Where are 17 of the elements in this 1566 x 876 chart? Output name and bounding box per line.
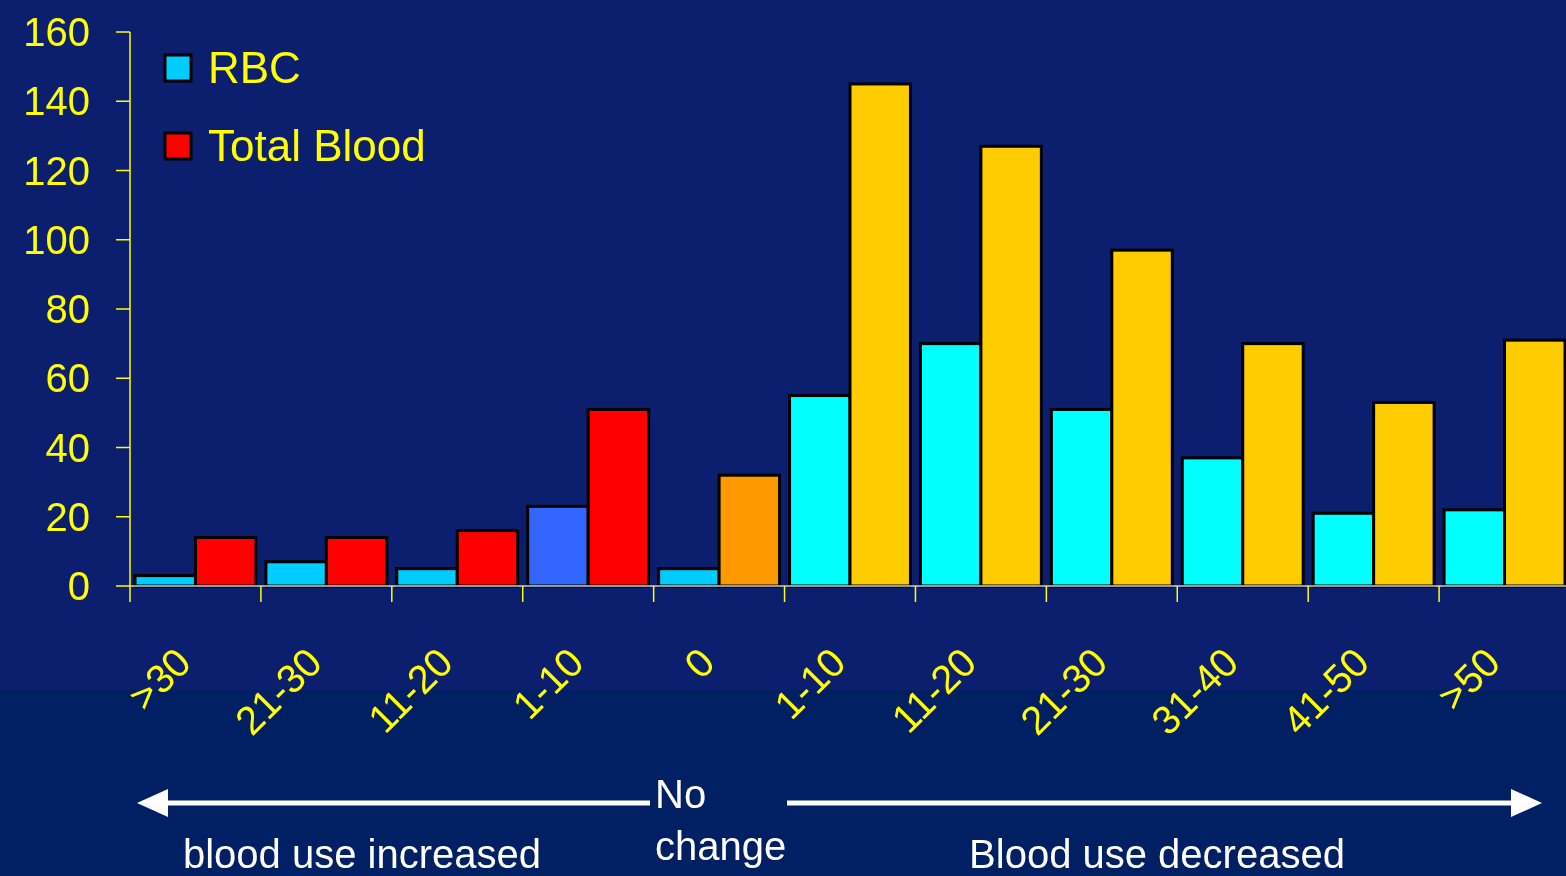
legend-label: Total Blood xyxy=(208,121,426,171)
y-tick-label: 0 xyxy=(67,564,90,608)
text: blood use increased xyxy=(182,832,542,876)
text: Blood use decreased xyxy=(969,832,1345,876)
legend-label: RBC xyxy=(208,43,301,93)
y-tick-label: 60 xyxy=(45,356,90,401)
x-tick-label: >30 xyxy=(119,639,200,719)
x-tick-label: >50 xyxy=(1429,639,1509,719)
y-tick-label: 80 xyxy=(45,287,90,331)
y-tick-label: 140 xyxy=(23,79,90,124)
y-tick-label: 20 xyxy=(45,494,90,539)
y-tick-label: 100 xyxy=(23,217,90,262)
y-tick-label: 40 xyxy=(45,425,90,470)
y-tick-label: 120 xyxy=(23,148,90,193)
text: No change xyxy=(655,772,787,868)
y-tick-label: 160 xyxy=(23,10,90,54)
x-tick-label: 0 xyxy=(675,639,723,687)
